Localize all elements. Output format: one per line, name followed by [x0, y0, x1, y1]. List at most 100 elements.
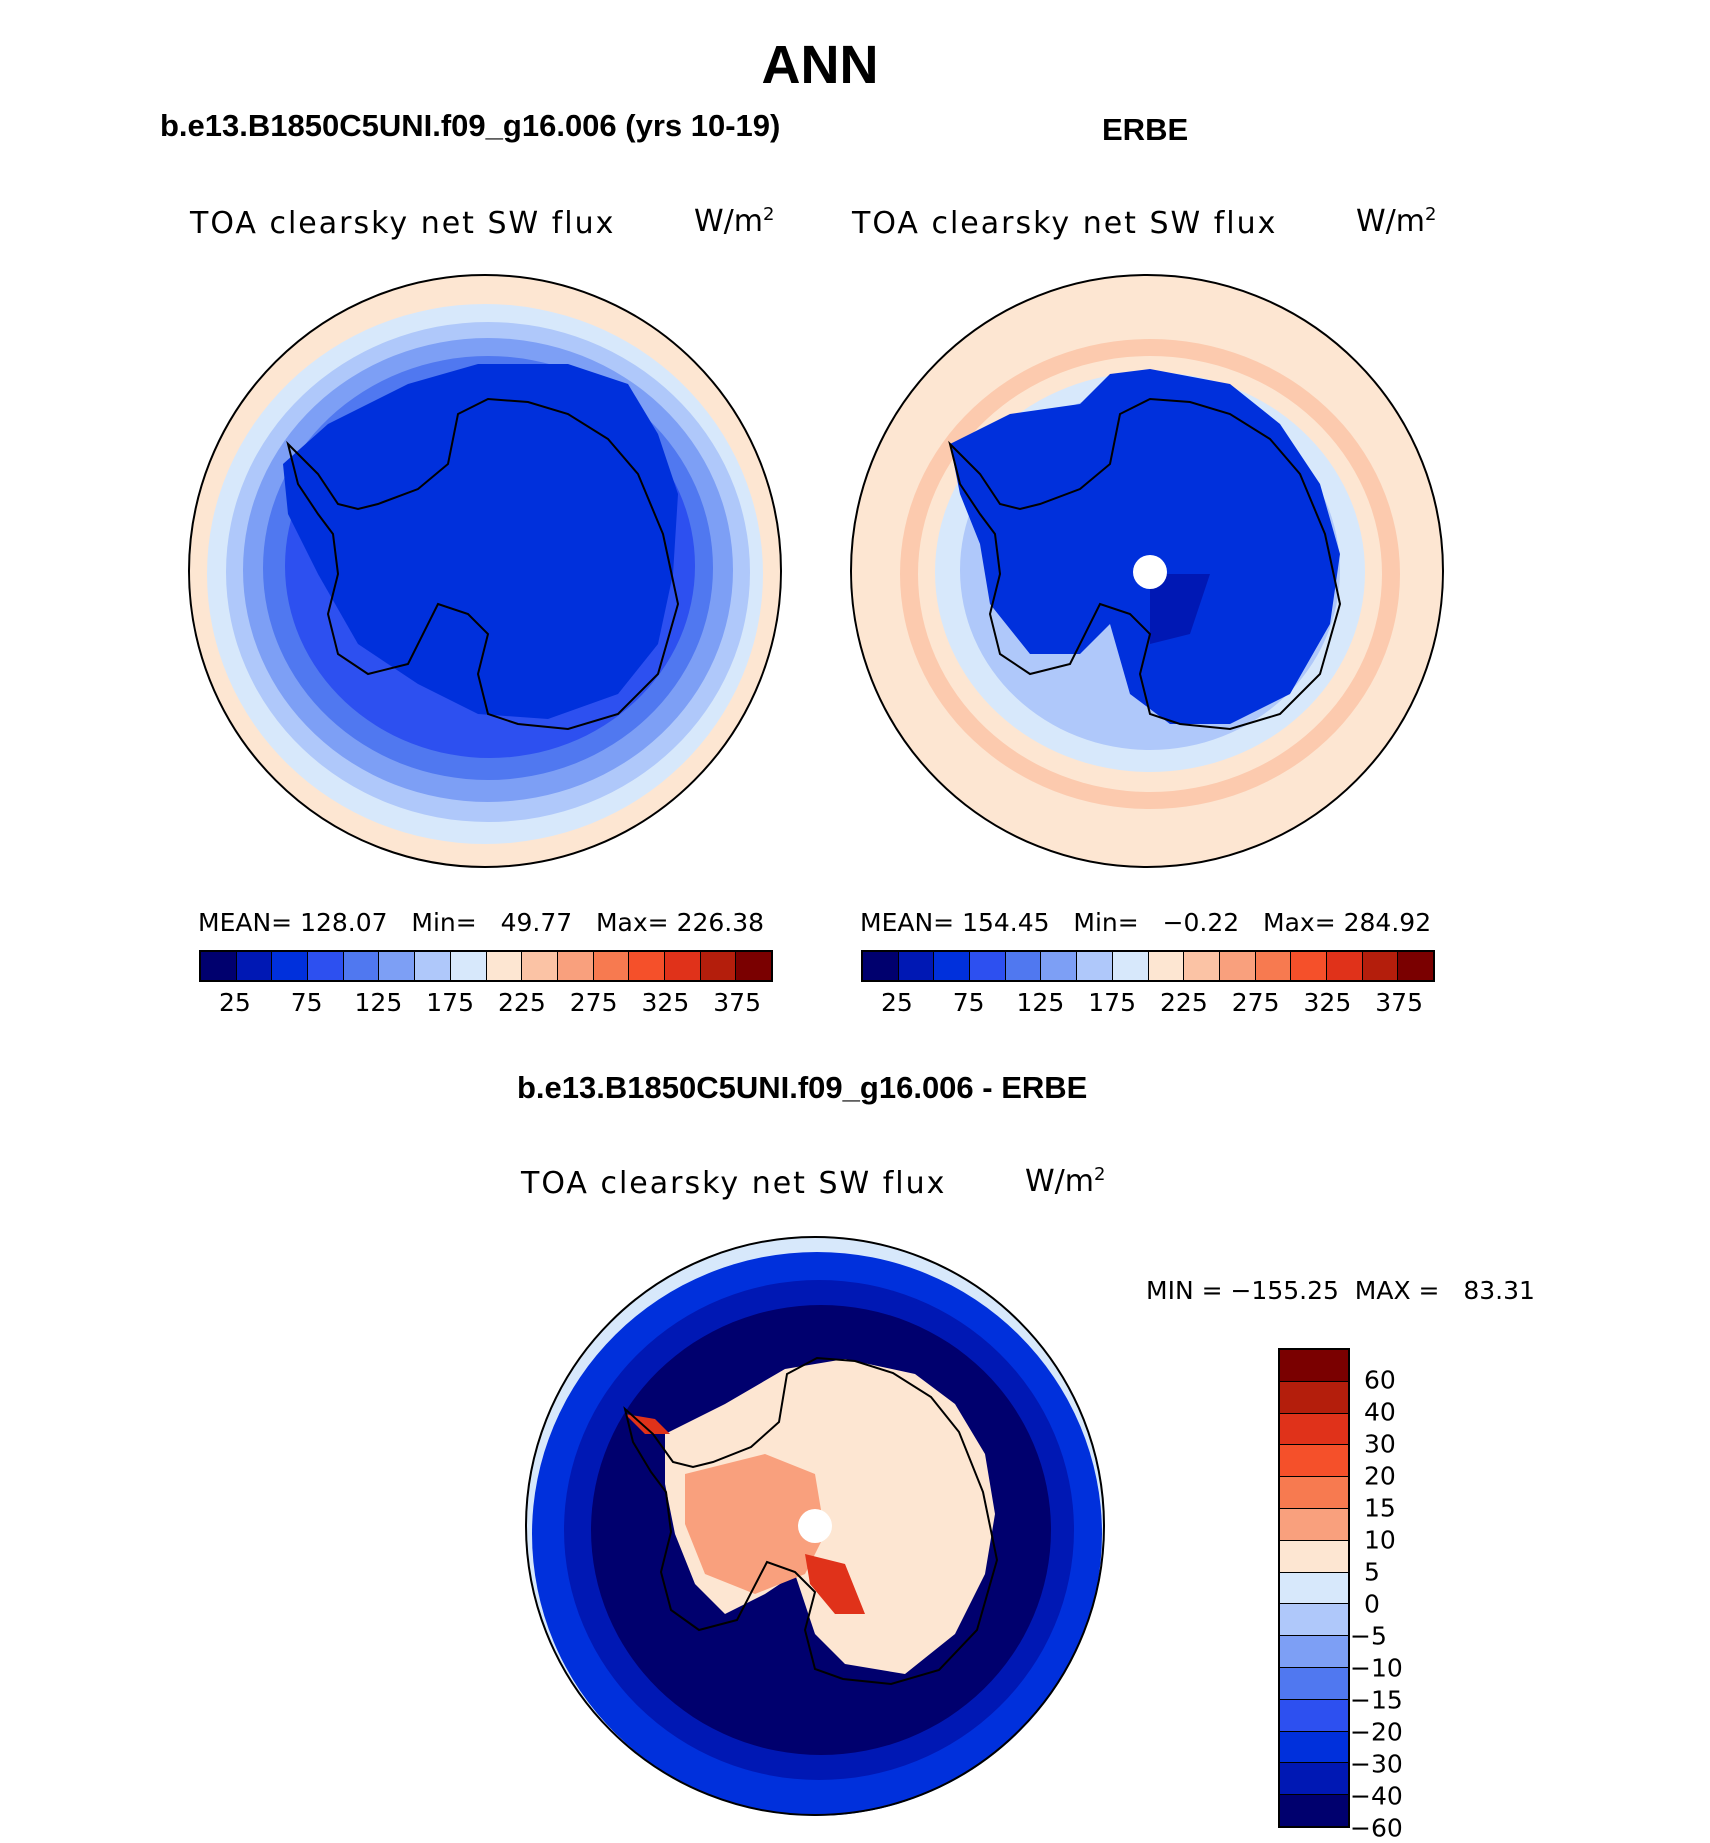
panel-obs-units: W/m2 [1356, 204, 1436, 239]
panel-diff-colorbar-cell [1280, 1795, 1348, 1826]
panel-obs-colorbar-cell [1148, 952, 1185, 980]
mean-value: 128.07 [300, 908, 388, 937]
panel-model-colorbar-cell [522, 952, 558, 980]
panel-obs-colorbar-cell [863, 952, 899, 980]
panel-diff-colorbar-cell [1280, 1508, 1348, 1541]
panel-diff-colorbar-tick-label: −10 [1350, 1653, 1403, 1683]
panel-model-colorbar-cell [343, 952, 380, 980]
panel-diff-colorbar-cell [1280, 1477, 1348, 1509]
panel-obs-colorbar-cell [1005, 952, 1042, 980]
units-text: W/m [1356, 204, 1425, 239]
panel-diff-colorbar-cell [1280, 1604, 1348, 1637]
panel-obs-colorbar-tick-label: 25 [880, 988, 913, 1017]
panel-model-colorbar-cell [379, 952, 416, 980]
min-label: Min= [411, 908, 477, 937]
panel-diff-units: W/m2 [1025, 1164, 1105, 1199]
panel-diff-colorbar-tick-label: −60 [1350, 1813, 1403, 1843]
antarctica-coastline-diff [623, 1356, 999, 1686]
units-text: W/m [694, 204, 763, 239]
panel-obs-colorbar-cell [1255, 952, 1292, 980]
panel-model-colorbar-cell [236, 952, 273, 980]
panel-model-colorbar-tick-label: 225 [498, 988, 546, 1017]
panel-obs-colorbar-tick-label: 375 [1375, 988, 1423, 1017]
panel-diff-colorbar-cell [1280, 1731, 1348, 1764]
panel-diff-colorbar-cell [1280, 1540, 1348, 1573]
panel-model-colorbar-ticks: 25 75 125 175 225 275 325 375 [199, 988, 773, 1018]
min-label: Min= [1073, 908, 1139, 937]
panel-diff-colorbar-tick-label: −5 [1350, 1621, 1387, 1651]
panel-diff-colorbar-cell [1280, 1572, 1348, 1605]
panel-obs-colorbar-cell [934, 952, 971, 980]
panel-diff-heading: b.e13.B1850C5UNI.f09_g16.006 - ERBE [517, 1070, 1088, 1105]
antarctica-coastline-model [286, 397, 680, 731]
figure-title: ANN [761, 35, 879, 95]
panel-diff-colorbar-cell [1280, 1667, 1348, 1700]
panel-model-variable: TOA clearsky net SW flux [190, 206, 616, 241]
panel-diff-colorbar-tick-label: 30 [1364, 1429, 1396, 1459]
mean-label: MEAN= [860, 908, 955, 937]
panel-diff-colorbar-tick-label: −30 [1350, 1749, 1403, 1779]
panel-diff-colorbar-tick-label: −15 [1350, 1685, 1403, 1715]
units-text: W/m [1025, 1164, 1094, 1199]
panel-model-colorbar-cell [272, 952, 309, 980]
panel-model-colorbar-cell [736, 952, 771, 980]
max-label: Max= [595, 908, 669, 937]
panel-model-colorbar-tick-label: 25 [218, 988, 251, 1017]
panel-model-colorbar-tick-label: 375 [713, 988, 761, 1017]
panel-obs-colorbar-tick-label: 175 [1088, 988, 1136, 1017]
panel-obs-colorbar-cell [1398, 952, 1433, 980]
panel-diff-colorbar-tick-label: 40 [1364, 1397, 1396, 1427]
max-value: 284.92 [1343, 908, 1432, 937]
panel-diff-map [525, 1236, 1105, 1816]
panel-diff-colorbar-tick-label: 20 [1364, 1461, 1396, 1491]
panel-diff-colorbar-cell [1280, 1445, 1348, 1478]
panel-diff-colorbar-tick-label: 10 [1364, 1525, 1396, 1555]
panel-model-map [188, 274, 782, 868]
panel-obs-stats: MEAN= 154.45 Min= −0.22 Max= 284.92 [860, 908, 1431, 937]
panel-obs-colorbar-tick-label: 325 [1303, 988, 1352, 1017]
panel-model-colorbar [199, 950, 773, 982]
panel-model-colorbar-tick-label: 325 [641, 988, 690, 1017]
mean-value: 154.45 [962, 908, 1050, 937]
panel-obs-colorbar-cell [1219, 952, 1256, 980]
panel-model-colorbar-tick-label: 125 [354, 988, 403, 1017]
panel-obs-colorbar-ticks: 25 75 125 175 225 275 325 375 [861, 988, 1435, 1018]
min-value: 49.77 [500, 908, 573, 937]
panel-obs-colorbar-cell [1077, 952, 1113, 980]
panel-diff-colorbar-cell [1280, 1636, 1348, 1668]
panel-diff-colorbar-tick-label: 15 [1364, 1493, 1396, 1523]
panel-obs-colorbar-cell [1184, 952, 1220, 980]
panel-obs-colorbar-tick-label: 225 [1160, 988, 1208, 1017]
max-label: Max= [1263, 908, 1336, 937]
panel-diff-colorbar-cell [1280, 1413, 1348, 1446]
panel-diff-colorbar-cell [1280, 1381, 1348, 1414]
panel-diff-colorbar [1278, 1348, 1350, 1828]
panel-obs-colorbar-tick-label: 275 [1231, 988, 1280, 1017]
panel-diff-colorbar-tick-label: 60 [1364, 1365, 1396, 1395]
panel-diff-colorbar-cell [1280, 1763, 1348, 1796]
panel-obs-colorbar-tick-label: 75 [952, 988, 985, 1017]
panel-diff-colorbar-tick-label: 5 [1364, 1557, 1380, 1587]
panel-obs-colorbar-tick-label: 125 [1016, 988, 1065, 1017]
units-superscript: 2 [1425, 204, 1437, 225]
panel-model-colorbar-cell [415, 952, 451, 980]
panel-obs-colorbar [861, 950, 1435, 982]
mean-label: MEAN= [198, 908, 293, 937]
panel-model-heading: b.e13.B1850C5UNI.f09_g16.006 (yrs 10-19) [160, 108, 781, 143]
units-superscript: 2 [763, 204, 775, 225]
panel-diff-colorbar-tick-label: 0 [1364, 1589, 1380, 1619]
panel-obs-colorbar-cell [1326, 952, 1363, 980]
panel-model-stats: MEAN= 128.07 Min= 49.77 Max= 226.38 [198, 908, 764, 937]
min-value: −0.22 [1162, 908, 1240, 937]
panel-diff-colorbar-ticks: 60 40 30 20 15 10 5 0 −5 −10 −15 −20 −30 −40 −60 [1350, 1348, 1438, 1843]
panel-diff-variable: TOA clearsky net SW flux [521, 1166, 947, 1201]
panel-model-colorbar-cell [700, 952, 737, 980]
panel-obs-colorbar-cell [898, 952, 935, 980]
panel-obs-colorbar-cell [1291, 952, 1327, 980]
units-superscript: 2 [1094, 1164, 1106, 1185]
panel-model-colorbar-cell [450, 952, 487, 980]
panel-model-colorbar-tick-label: 75 [290, 988, 323, 1017]
panel-obs-colorbar-cell [1362, 952, 1399, 980]
panel-obs-variable: TOA clearsky net SW flux [852, 206, 1278, 241]
panel-model-colorbar-cell [201, 952, 237, 980]
